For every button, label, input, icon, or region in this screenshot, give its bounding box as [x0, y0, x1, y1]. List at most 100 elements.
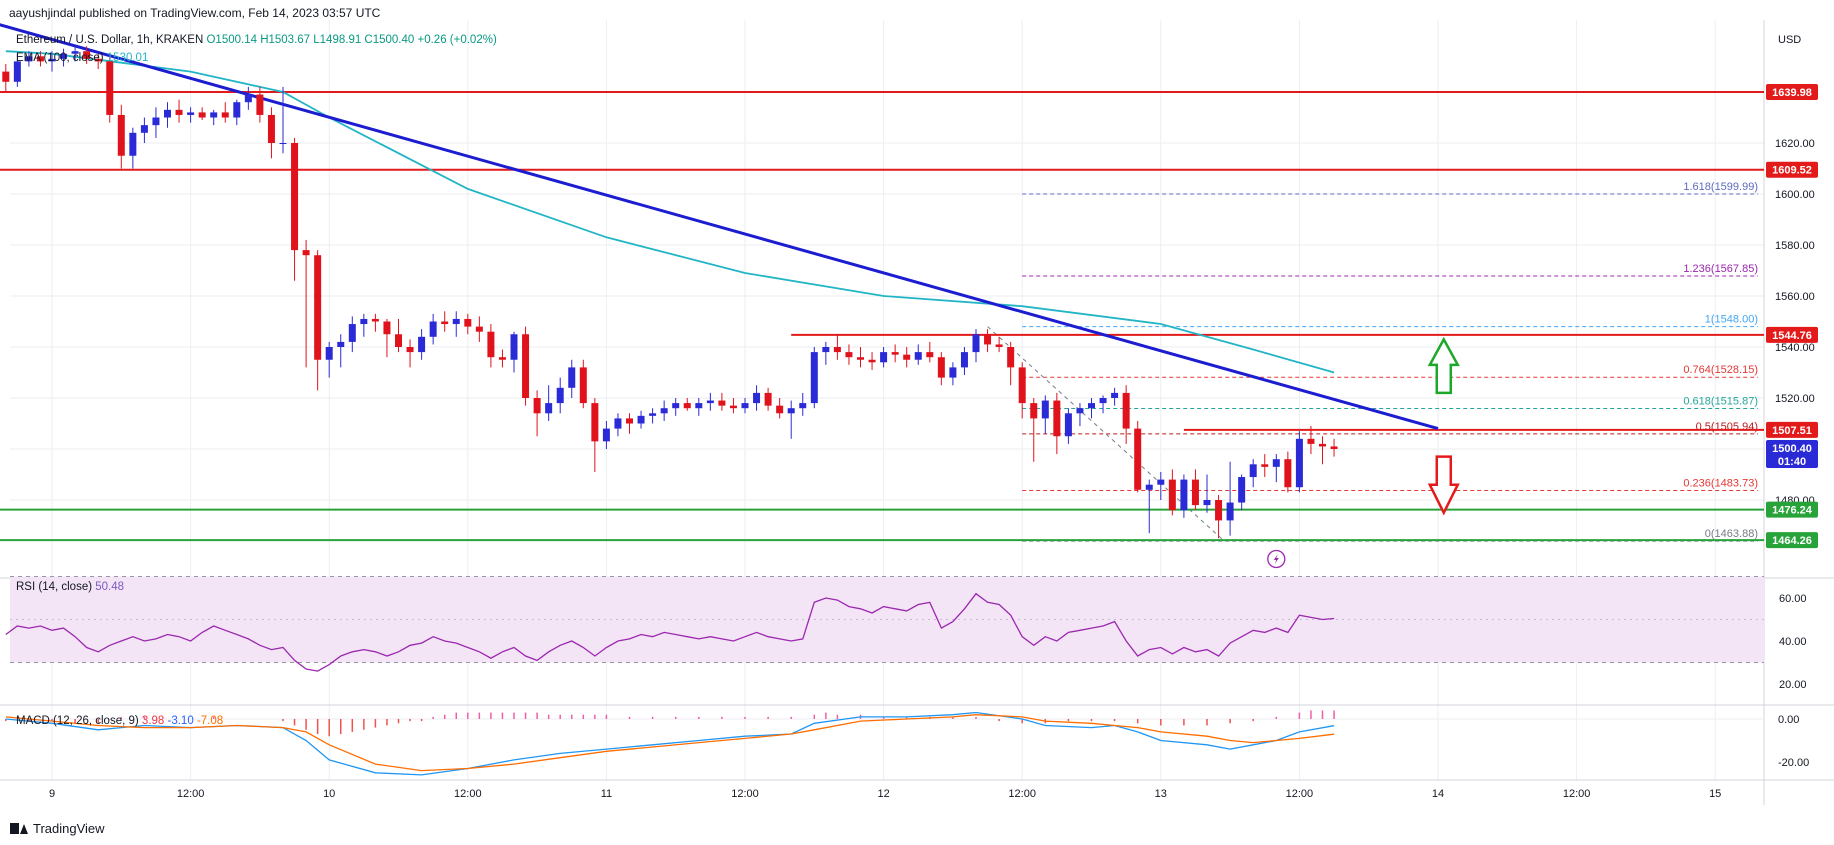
bearish-candle[interactable] — [2, 71, 10, 82]
bullish-candle[interactable] — [418, 336, 426, 353]
bullish-candle[interactable] — [1203, 500, 1211, 506]
bullish-candle[interactable] — [1064, 413, 1072, 437]
bullish-candle[interactable] — [1295, 438, 1303, 488]
bullish-candle[interactable] — [741, 403, 749, 409]
bullish-candle[interactable] — [510, 334, 518, 360]
bullish-candle[interactable] — [1157, 479, 1165, 485]
bullish-candle[interactable] — [1088, 403, 1095, 409]
bearish-candle[interactable] — [1319, 443, 1326, 447]
bullish-candle[interactable] — [1180, 479, 1188, 511]
bullish-candle[interactable] — [568, 367, 576, 388]
bearish-candle[interactable] — [926, 352, 934, 358]
bullish-candle[interactable] — [949, 367, 957, 378]
bullish-candle[interactable] — [187, 112, 195, 115]
bullish-candle[interactable] — [1099, 398, 1107, 404]
bullish-candle[interactable] — [960, 352, 968, 368]
bearish-candle[interactable] — [1261, 464, 1269, 467]
bearish-candle[interactable] — [441, 321, 449, 325]
bullish-candle[interactable] — [822, 347, 830, 353]
bullish-candle[interactable] — [810, 352, 818, 404]
bullish-candle[interactable] — [244, 94, 252, 103]
bearish-candle[interactable] — [1191, 479, 1199, 506]
bullish-candle[interactable] — [672, 403, 680, 409]
bearish-candle[interactable] — [314, 255, 322, 360]
bearish-candle[interactable] — [117, 114, 125, 156]
bearish-candle[interactable] — [1168, 479, 1176, 511]
bearish-candle[interactable] — [256, 94, 264, 115]
bearish-candle[interactable] — [371, 318, 379, 322]
bearish-candle[interactable] — [857, 357, 864, 360]
bullish-candle[interactable] — [1076, 408, 1084, 414]
bullish-candle[interactable] — [348, 324, 356, 342]
bullish-candle[interactable] — [545, 403, 553, 414]
bullish-candle[interactable] — [429, 321, 437, 337]
tradingview-brand[interactable]: TradingView — [10, 821, 105, 836]
bullish-candle[interactable] — [1272, 459, 1280, 467]
bearish-candle[interactable] — [995, 344, 1003, 347]
bearish-candle[interactable] — [395, 334, 402, 347]
fibonacci-retracement[interactable]: 1.618(1599.99) 1.236(1567.85) 1(1548.00) 0.… — [1022, 181, 1758, 542]
price-levels[interactable] — [0, 91, 1764, 542]
bullish-candle[interactable] — [614, 418, 622, 429]
bullish-candle[interactable] — [129, 132, 137, 156]
bearish-candle[interactable] — [175, 109, 183, 115]
bearish-candle[interactable] — [891, 352, 899, 355]
bearish-candle[interactable] — [683, 403, 691, 409]
bullish-candle[interactable] — [325, 347, 333, 360]
bearish-candle[interactable] — [475, 326, 483, 332]
bullish-candle[interactable] — [602, 428, 610, 442]
bullish-candle[interactable] — [25, 56, 33, 62]
bullish-candle[interactable] — [233, 102, 241, 118]
bearish-candle[interactable] — [291, 143, 299, 251]
bearish-candle[interactable] — [302, 250, 310, 256]
bearish-candle[interactable] — [718, 400, 726, 406]
ema-legend[interactable]: EMA (100, close) 1530.01 — [16, 52, 148, 64]
bearish-candle[interactable] — [1134, 428, 1142, 490]
bearish-candle[interactable] — [221, 112, 229, 118]
bearish-candle[interactable] — [984, 334, 992, 345]
bearish-candle[interactable] — [579, 367, 587, 404]
time-axis[interactable]: 9 12:00 10 12:00 11 12:00 12 12:00 13 12:00 14 12:0… — [49, 788, 1834, 800]
bearish-candle[interactable] — [1053, 400, 1061, 437]
bullish-candle[interactable] — [880, 352, 888, 363]
bullish-candle[interactable] — [972, 334, 980, 353]
bullish-candle[interactable] — [140, 125, 148, 133]
bullish-candle[interactable] — [13, 61, 21, 82]
bullish-candle[interactable] — [48, 58, 56, 62]
bearish-candle[interactable] — [1307, 438, 1315, 444]
bullish-candle[interactable] — [753, 392, 761, 404]
bearish-candle[interactable] — [626, 418, 633, 424]
bearish-candle[interactable] — [1330, 446, 1338, 449]
bearish-candle[interactable] — [937, 357, 945, 378]
bullish-candle[interactable] — [799, 403, 807, 409]
bearish-candle[interactable] — [764, 392, 772, 406]
bearish-candle[interactable] — [498, 357, 506, 360]
bearish-candle[interactable] — [83, 51, 91, 59]
bearish-candle[interactable] — [776, 405, 784, 414]
bullish-candle[interactable] — [360, 318, 368, 325]
bearish-candle[interactable] — [729, 405, 737, 409]
bullish-candle[interactable] — [71, 51, 79, 54]
bearish-candle[interactable] — [267, 114, 275, 143]
bullish-candle[interactable] — [660, 408, 668, 414]
bearish-candle[interactable] — [522, 334, 530, 398]
bearish-candle[interactable] — [591, 403, 599, 442]
bullish-candle[interactable] — [649, 413, 657, 416]
bearish-candle[interactable] — [1030, 403, 1038, 419]
bullish-candle[interactable] — [60, 53, 68, 59]
candles[interactable] — [2, 46, 1338, 539]
bullish-candle[interactable] — [1041, 400, 1049, 419]
bullish-candle[interactable] — [637, 415, 645, 424]
bearish-candle[interactable] — [1007, 347, 1015, 368]
bullish-candle[interactable] — [210, 112, 218, 118]
bearish-candle[interactable] — [1122, 392, 1130, 429]
macd-legend[interactable]: MACD (12, 26, close, 9) 3.98 -3.10 -7.08 — [16, 715, 223, 727]
bearish-candle[interactable] — [464, 318, 472, 327]
rsi-pane[interactable]: 20.00 40.00 60.00 — [10, 576, 1807, 692]
bullish-candle[interactable] — [706, 400, 714, 404]
bearish-candle[interactable] — [1018, 367, 1026, 404]
bullish-candle[interactable] — [787, 408, 795, 414]
bullish-candle[interactable] — [279, 143, 287, 144]
bullish-candle[interactable] — [1145, 484, 1153, 490]
